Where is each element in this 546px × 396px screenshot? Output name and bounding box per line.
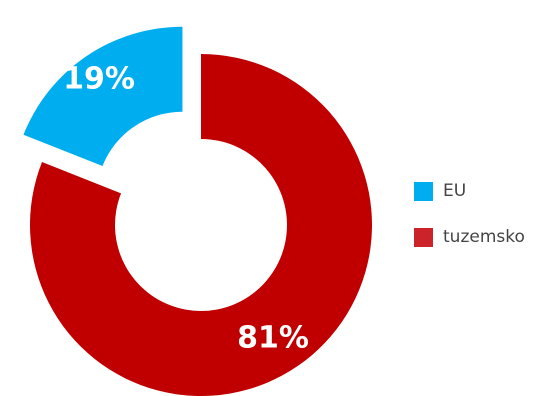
legend: EU tuzemsko — [414, 176, 525, 268]
legend-item-eu: EU — [414, 176, 525, 206]
slice-eu — [23, 26, 183, 167]
legend-item-tuzemsko: tuzemsko — [414, 222, 525, 252]
legend-swatch-tuzemsko — [414, 227, 433, 247]
label-group: 19% 81% — [63, 62, 309, 356]
legend-swatch-eu — [414, 181, 433, 201]
slice-tuzemsko — [30, 54, 372, 396]
slice-group — [23, 26, 372, 396]
data-label-tuzemsko: 81% — [237, 321, 309, 356]
legend-label-tuzemsko: tuzemsko — [443, 227, 525, 247]
legend-label-eu: EU — [443, 181, 467, 201]
data-label-eu: 19% — [63, 62, 135, 97]
